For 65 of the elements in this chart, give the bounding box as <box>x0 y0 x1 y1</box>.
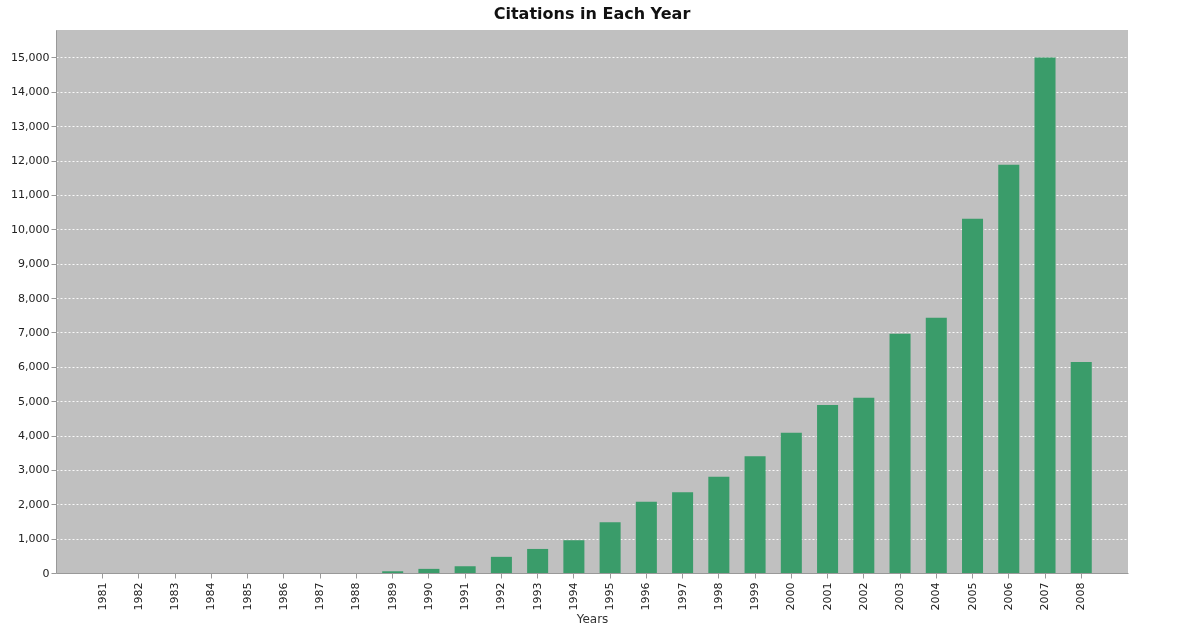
x-tick-label: 1995 <box>603 582 617 611</box>
bar <box>1070 361 1092 573</box>
x-tick-label: 1989 <box>385 582 399 611</box>
y-tick-label: 5,000 <box>18 394 50 408</box>
x-tick-label: 1982 <box>131 582 145 611</box>
y-tick-label: 6,000 <box>18 360 50 374</box>
bar <box>454 566 476 573</box>
x-tick-label: 2004 <box>929 582 943 611</box>
bar <box>780 432 802 573</box>
y-tick-label: 10,000 <box>11 222 50 236</box>
bar <box>672 492 694 573</box>
x-tick-label: 1986 <box>276 582 290 611</box>
y-tick-label: 0 <box>42 566 50 580</box>
x-tick-label: 2003 <box>893 582 907 611</box>
x-tick-label: 2002 <box>856 582 870 611</box>
bar <box>817 404 839 573</box>
x-tick-label: 1994 <box>566 582 580 611</box>
y-tick-label: 2,000 <box>18 497 50 511</box>
x-axis-title: Years <box>575 612 609 627</box>
x-tick-label: 1998 <box>711 582 725 611</box>
y-tick-label: 3,000 <box>18 463 50 477</box>
y-tick-label: 15,000 <box>11 50 50 64</box>
bar <box>889 333 911 573</box>
y-tick-label: 11,000 <box>11 188 50 202</box>
x-tick-label: 2006 <box>1001 582 1015 611</box>
x-tick-label: 1993 <box>530 582 544 611</box>
x-tick-label: 2001 <box>820 582 834 611</box>
x-tick-label: 1981 <box>95 582 109 611</box>
y-tick-label: 14,000 <box>11 85 50 99</box>
bar <box>998 164 1020 573</box>
bar <box>744 456 766 573</box>
x-tick-label: 1990 <box>421 582 435 611</box>
x-tick-label: 2005 <box>965 582 979 611</box>
bar <box>925 317 947 573</box>
x-tick-label: 1999 <box>748 582 762 611</box>
bar <box>1034 57 1056 573</box>
x-tick-label: 1988 <box>349 582 363 611</box>
bar <box>563 540 585 573</box>
y-tick-label: 13,000 <box>11 119 50 133</box>
x-tick-label: 2008 <box>1074 582 1088 611</box>
y-tick-label: 7,000 <box>18 325 50 339</box>
x-tick-label: 2000 <box>784 582 798 611</box>
y-tick-label: 4,000 <box>18 429 50 443</box>
bar <box>418 568 440 573</box>
y-tick-label: 8,000 <box>18 291 50 305</box>
bar <box>490 556 512 573</box>
bar <box>708 476 730 573</box>
y-tick-label: 12,000 <box>11 154 50 168</box>
bar <box>853 397 875 573</box>
y-tick-label: 1,000 <box>18 532 50 546</box>
x-tick-label: 1985 <box>240 582 254 611</box>
x-tick-label: 2007 <box>1038 582 1052 611</box>
x-tick-label: 1984 <box>204 582 218 611</box>
bar <box>962 218 984 573</box>
bar <box>527 548 549 573</box>
bar <box>599 522 621 573</box>
x-tick-label: 1996 <box>639 582 653 611</box>
x-tick-label: 1991 <box>458 582 472 611</box>
x-tick-label: 1987 <box>313 582 327 611</box>
x-tick-label: 1992 <box>494 582 508 611</box>
x-tick-label: 1983 <box>168 582 182 611</box>
y-tick-label: 9,000 <box>18 257 50 271</box>
x-tick-label: 1997 <box>675 582 689 611</box>
bar <box>635 501 657 573</box>
chart-title: Citations in Each Year <box>493 4 691 23</box>
